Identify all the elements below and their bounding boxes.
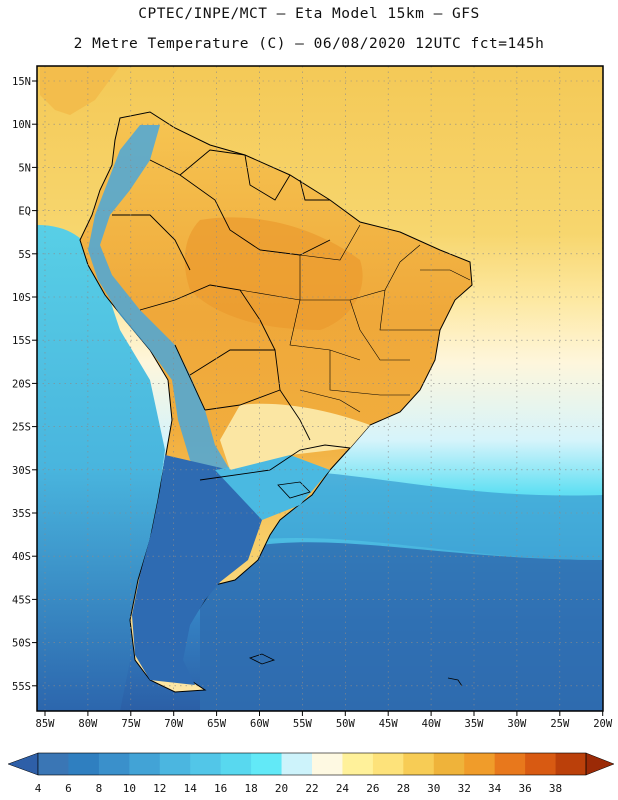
colorbar-swatch — [312, 753, 343, 775]
lat-label: 15N — [12, 76, 31, 88]
map-title-line-2: 2 Metre Temperature (C) – 06/08/2020 12U… — [73, 36, 545, 52]
lagoa-dos-patos — [277, 481, 311, 499]
map-plot-area — [37, 66, 603, 711]
lat-label: 50S — [12, 638, 31, 650]
colorbar-swatch — [525, 753, 556, 775]
colorbar-swatch — [129, 753, 161, 775]
colorbar-swatch — [281, 753, 313, 775]
colorbar-label: 30 — [427, 782, 440, 795]
patagonia-cold-field — [132, 455, 262, 685]
south-atlantic-cold-field — [200, 542, 603, 711]
south-georgia-island — [447, 677, 463, 687]
colorbar-labels: 4 6 8 10 12 14 16 18 20 22 24 26 28 30 32 34 36 38 — [35, 782, 562, 795]
state-borders — [239, 224, 471, 413]
colorbar-label: 22 — [305, 782, 318, 795]
lat-label: 55S — [12, 681, 31, 693]
lon-label: 55W — [293, 718, 313, 730]
colorbar-label: 18 — [244, 782, 257, 795]
colorbar-label: 26 — [366, 782, 379, 795]
colorbar-label: 16 — [214, 782, 227, 795]
colorbar-swatch — [555, 753, 587, 775]
colorbar-swatch — [433, 753, 465, 775]
lat-label: 10N — [12, 119, 31, 131]
lat-label: 15S — [12, 335, 31, 347]
colorbar-swatch — [190, 753, 222, 775]
map-title-line-1: CPTEC/INPE/MCT – Eta Model 15km – GFS — [138, 6, 480, 22]
lon-label: 20W — [593, 718, 613, 730]
lon-label: 65W — [207, 718, 227, 730]
lat-label: EQ — [18, 206, 31, 218]
lat-label: 5S — [18, 249, 31, 261]
colorbar-label: 8 — [96, 782, 103, 795]
colorbar-label: 4 — [35, 782, 42, 795]
colorbar-label: 14 — [184, 782, 198, 795]
pampas-cool-field — [215, 455, 330, 520]
map-frame — [36, 65, 604, 712]
lat-label: 30S — [12, 465, 31, 477]
pacific-ocean-field — [37, 225, 165, 711]
lon-label: 50W — [336, 718, 356, 730]
latitude-labels: 15N 10N 5N EQ 5S 10S 15S 20S 25S 30S 35S 40S 45S 50S 5… — [12, 76, 31, 693]
colorbar-label: 28 — [397, 782, 410, 795]
colorbar-label: 32 — [458, 782, 471, 795]
colorbar-label: 20 — [275, 782, 288, 795]
lat-label: 5N — [18, 162, 31, 174]
lat-label: 35S — [12, 508, 31, 520]
colorbar-swatch — [98, 753, 130, 775]
south-atlantic-mid-field — [250, 470, 603, 560]
andes-cold-field — [88, 125, 230, 480]
colorbar-swatch — [494, 753, 526, 775]
colorbar-label: 6 — [65, 782, 72, 795]
colorbar-swatch — [38, 753, 69, 775]
colorbar-swatch — [372, 753, 404, 775]
lat-label: 40S — [12, 551, 31, 563]
lon-label: 75W — [121, 718, 141, 730]
lon-label: 45W — [379, 718, 399, 730]
lon-label: 60W — [250, 718, 270, 730]
colorbar-swatch — [68, 753, 100, 775]
colorbar-swatch — [403, 753, 435, 775]
lat-label: 10S — [12, 292, 31, 304]
colorbar-label: 24 — [336, 782, 350, 795]
colorbar-swatch — [159, 753, 191, 775]
colorbar-over-arrow — [585, 752, 615, 776]
colorbar-swatch — [464, 753, 496, 775]
colorbar-label: 34 — [488, 782, 502, 795]
lat-label: 25S — [12, 422, 31, 434]
lon-label: 40W — [422, 718, 442, 730]
lon-label: 35W — [465, 718, 485, 730]
temperature-colorbar — [7, 752, 615, 776]
colorbar-swatch — [251, 753, 282, 775]
colorbar-swatch — [342, 753, 374, 775]
lon-label: 80W — [78, 718, 98, 730]
colorbar-swatch — [220, 753, 252, 775]
country-borders — [112, 149, 351, 481]
colorbar-label: 12 — [153, 782, 166, 795]
colorbar-label: 38 — [549, 782, 562, 795]
falkland-islands — [248, 653, 276, 665]
central-america-land — [40, 66, 120, 115]
graticule — [32, 66, 604, 716]
colorbar-label: 36 — [518, 782, 531, 795]
lon-label: 30W — [507, 718, 527, 730]
colorbar-under-arrow — [7, 752, 39, 776]
colorbar-outline — [37, 752, 587, 776]
colorbar-label: 10 — [123, 782, 136, 795]
lon-label: 85W — [36, 718, 56, 730]
lat-label: 20S — [12, 378, 31, 390]
southern-brazil-mild-field — [220, 403, 370, 470]
longitude-labels: 85W 80W 75W 70W 65W 60W 55W 50W 45W 40W 35W 30W 25W 2… — [36, 718, 613, 730]
lon-label: 70W — [164, 718, 184, 730]
lat-label: 45S — [12, 594, 31, 606]
lon-label: 25W — [550, 718, 570, 730]
